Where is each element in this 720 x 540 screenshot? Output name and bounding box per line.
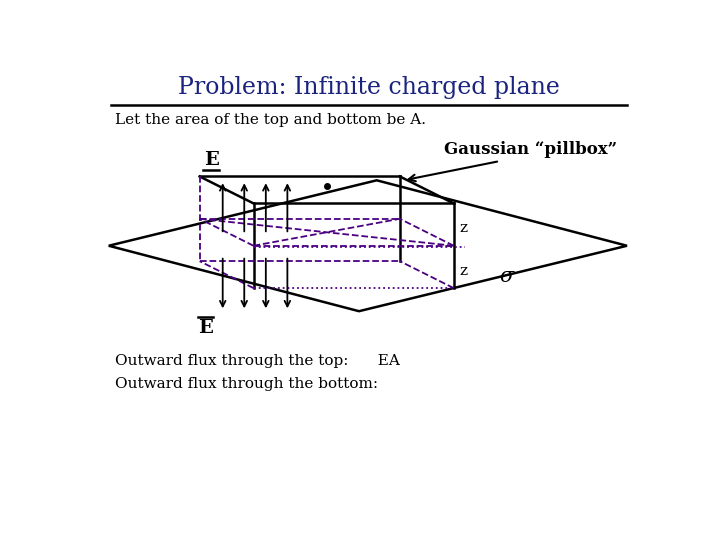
Text: z: z (460, 221, 468, 235)
Text: Outward flux through the top:      EA: Outward flux through the top: EA (115, 354, 400, 368)
Text: z: z (460, 264, 468, 278)
Text: σ: σ (500, 267, 514, 286)
Text: Outward flux through the bottom:: Outward flux through the bottom: (115, 377, 378, 392)
Text: Gaussian “pillbox”: Gaussian “pillbox” (444, 141, 617, 158)
Text: Let the area of the top and bottom be A.: Let the area of the top and bottom be A. (115, 113, 426, 127)
Text: E: E (204, 151, 219, 168)
Text: Problem: Infinite charged plane: Problem: Infinite charged plane (178, 76, 560, 99)
Text: E: E (198, 319, 213, 337)
